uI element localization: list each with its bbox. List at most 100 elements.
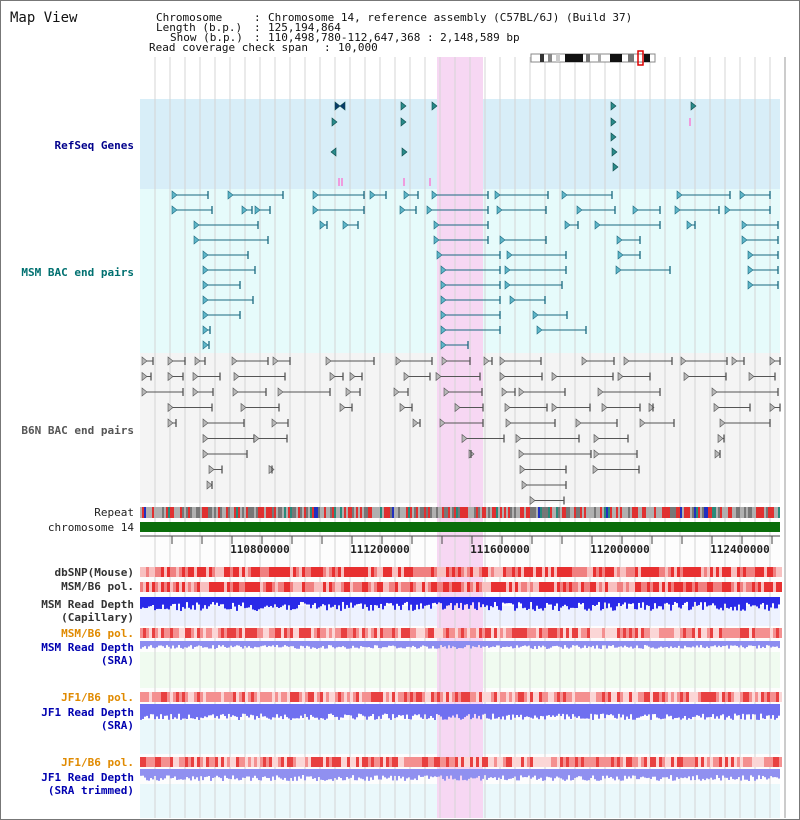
msm-b6-pol-strip — [587, 582, 590, 592]
jf1-b6-pol-trim-strip — [686, 757, 689, 767]
jf1-depth-sra-bar — [766, 704, 768, 716]
jf1-depth-trim-bar — [648, 769, 650, 778]
selection-highlight — [437, 57, 483, 818]
dbsnp-strip — [374, 567, 377, 577]
dbsnp-strip — [419, 567, 422, 577]
dbsnp-strip — [278, 567, 281, 577]
msm-depth-cap-bar — [774, 597, 776, 609]
jf1-b6-pol-trim-strip — [554, 757, 557, 767]
dbsnp-strip — [521, 567, 524, 577]
jf1-b6-pol-trim-strip — [311, 757, 314, 767]
msm-b6-pol-sra-strip — [356, 628, 359, 638]
jf1-depth-trim-bar — [592, 769, 594, 776]
msm-b6-pol-strip — [344, 582, 347, 592]
msm-depth-cap-bar — [544, 597, 546, 608]
jf1-depth-trim-bar — [748, 769, 750, 781]
jf1-depth-trim-bar — [628, 769, 630, 777]
jf1-depth-trim-bar — [200, 769, 202, 777]
msm-bac-end — [747, 280, 754, 290]
jf1-depth-sra-bar — [548, 704, 550, 716]
ideogram-band — [586, 54, 590, 62]
msm-depth-cap-bar — [536, 597, 538, 606]
jf1-depth-sra-bar — [308, 704, 310, 720]
msm-depth-cap-bar — [380, 597, 382, 604]
jf1-depth-trim-bar — [258, 769, 260, 781]
jf1-depth-trim-bar — [168, 769, 170, 776]
jf1-b6-pol-strip — [161, 692, 164, 702]
dbsnp-strip — [473, 567, 476, 577]
jf1-depth-sra-bar — [662, 704, 664, 719]
jf1-depth-sra-bar — [450, 704, 452, 718]
dbsnp-strip — [623, 567, 626, 577]
msm-b6-pol-strip — [254, 582, 257, 592]
jf1-depth-sra-bar — [474, 704, 476, 714]
msm-depth-sra-bar — [474, 641, 476, 647]
msm-depth-cap-bar — [208, 597, 210, 607]
jf1-b6-pol-strip — [245, 692, 248, 702]
b6n-bac-label[interactable]: B6N BAC end pairs — [21, 424, 134, 437]
jf1-b6-pol-trim-strip — [695, 757, 698, 767]
jf1-b6-pol-strip — [536, 692, 539, 702]
jf1-depth-trim-bar — [446, 769, 448, 777]
jf1-b6-pol-strip — [728, 692, 731, 702]
dbsnp-strip — [425, 567, 428, 577]
repeat-segment — [292, 507, 294, 518]
msm-b6-pol-strip — [380, 582, 383, 592]
chromosome-sep: : — [254, 11, 261, 24]
msm-depth-sra-bar — [250, 641, 252, 648]
repeat-segment — [644, 507, 646, 518]
jf1-depth-trim-bar — [486, 769, 488, 780]
chromosome-ideogram[interactable] — [530, 50, 656, 66]
msm-b6-pol-strip — [239, 582, 242, 592]
b6n-bac-end — [680, 356, 687, 366]
jf1-depth-sra-bar — [682, 704, 684, 719]
msm-depth-sra-bar — [588, 641, 590, 647]
msm-b6-pol-strip — [539, 582, 542, 592]
repeat-segment — [164, 507, 166, 518]
jf1-b6-pol-strip — [779, 692, 782, 702]
msm-b6-pol-sra-strip — [755, 628, 758, 638]
repeat-segment — [636, 507, 638, 518]
msm-depth-cap-bar — [318, 597, 320, 608]
msm-depth-cap-bar — [164, 597, 166, 610]
repeat-segment — [714, 507, 716, 518]
dbsnp-strip — [485, 567, 488, 577]
msm-depth-sra-bar — [144, 641, 146, 647]
jf1-b6-pol-trim-strip — [752, 757, 755, 767]
msm-b6-pol-sra-strip — [152, 628, 155, 638]
repeat-segment — [144, 507, 146, 518]
msm-depth-cap-bar — [610, 597, 612, 608]
jf1-b6-pol-strip — [362, 692, 365, 702]
dbsnp-strip — [218, 567, 221, 577]
msm-b6-pol-strip — [548, 582, 551, 592]
dbsnp-strip — [338, 567, 341, 577]
jf1-depth-trim-bar — [734, 769, 736, 780]
msm-depth-cap-bar — [172, 597, 174, 605]
repeat-segment — [494, 507, 496, 518]
msm-depth-cap-bar — [580, 597, 582, 605]
jf1-depth-sra-bar — [162, 704, 164, 720]
repeat-segment — [402, 507, 404, 518]
msm-depth-sra-bar — [332, 641, 334, 648]
msm-depth-cap-bar — [638, 597, 640, 603]
msm-bac-end — [312, 205, 319, 215]
repeat-segment — [254, 507, 256, 518]
jf1-b6-pol-trim-strip — [242, 757, 245, 767]
msm-bac-label[interactable]: MSM BAC end pairs — [21, 266, 134, 279]
jf1-b6-pol-strip — [467, 692, 470, 702]
jf1-depth-trim-bar — [382, 769, 384, 776]
jf1-depth-sra-bar — [464, 704, 466, 718]
jf1-b6-pol-strip — [680, 692, 683, 702]
refseq-genes-label[interactable]: RefSeq Genes — [55, 139, 134, 152]
msm-b6-pol-sra-strip — [581, 628, 584, 638]
show-value: 110,498,780-112,647,368 : 2,148,589 bp — [268, 31, 520, 44]
jf1-depth-trim-bar — [196, 769, 198, 778]
msm-depth-cap-bar — [314, 597, 316, 604]
dbsnp-strip — [584, 567, 587, 577]
dbsnp-strip — [335, 567, 338, 577]
msm-depth-cap-bar — [240, 597, 242, 607]
msm-b6-pol-strip — [719, 582, 722, 592]
msm-b6-pol-sra-strip — [671, 628, 674, 638]
b6n-bac-end — [518, 387, 525, 397]
